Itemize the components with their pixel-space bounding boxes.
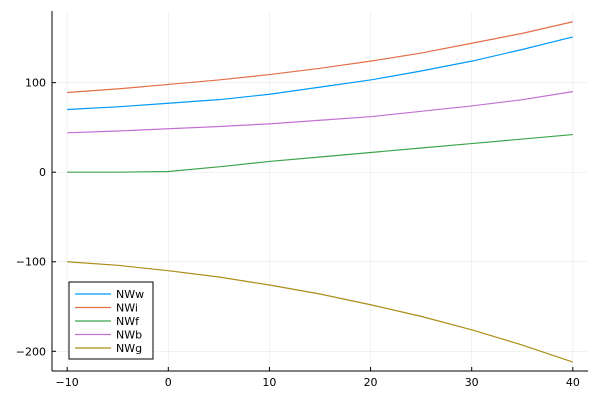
y-tick-label: −100 xyxy=(16,256,46,269)
y-tick-label: −200 xyxy=(16,345,46,358)
legend-entry: NWw xyxy=(116,288,144,301)
y-tick-label: 100 xyxy=(25,77,46,90)
legend-entry: NWb xyxy=(116,329,142,342)
x-tick-label: 10 xyxy=(262,376,276,389)
series-line-nwb xyxy=(67,91,573,134)
series-line-nwg xyxy=(67,261,574,363)
x-tick-label: 0 xyxy=(165,376,172,389)
series-line-nwi xyxy=(67,21,573,94)
legend-entry: NWf xyxy=(116,315,140,328)
legend-entry: NWi xyxy=(116,302,138,315)
series-line-nww xyxy=(67,36,573,111)
x-tick-label: 30 xyxy=(465,376,479,389)
axes xyxy=(51,11,588,372)
x-tick-label: 20 xyxy=(364,376,378,389)
y-tick-label: 0 xyxy=(39,166,46,179)
series-line-nwf xyxy=(67,133,573,173)
series-lines xyxy=(67,21,574,363)
grid xyxy=(52,11,588,371)
legend-entry: NWg xyxy=(116,342,142,355)
x-tick-label: 40 xyxy=(566,376,580,389)
x-tick-label: −10 xyxy=(56,376,79,389)
